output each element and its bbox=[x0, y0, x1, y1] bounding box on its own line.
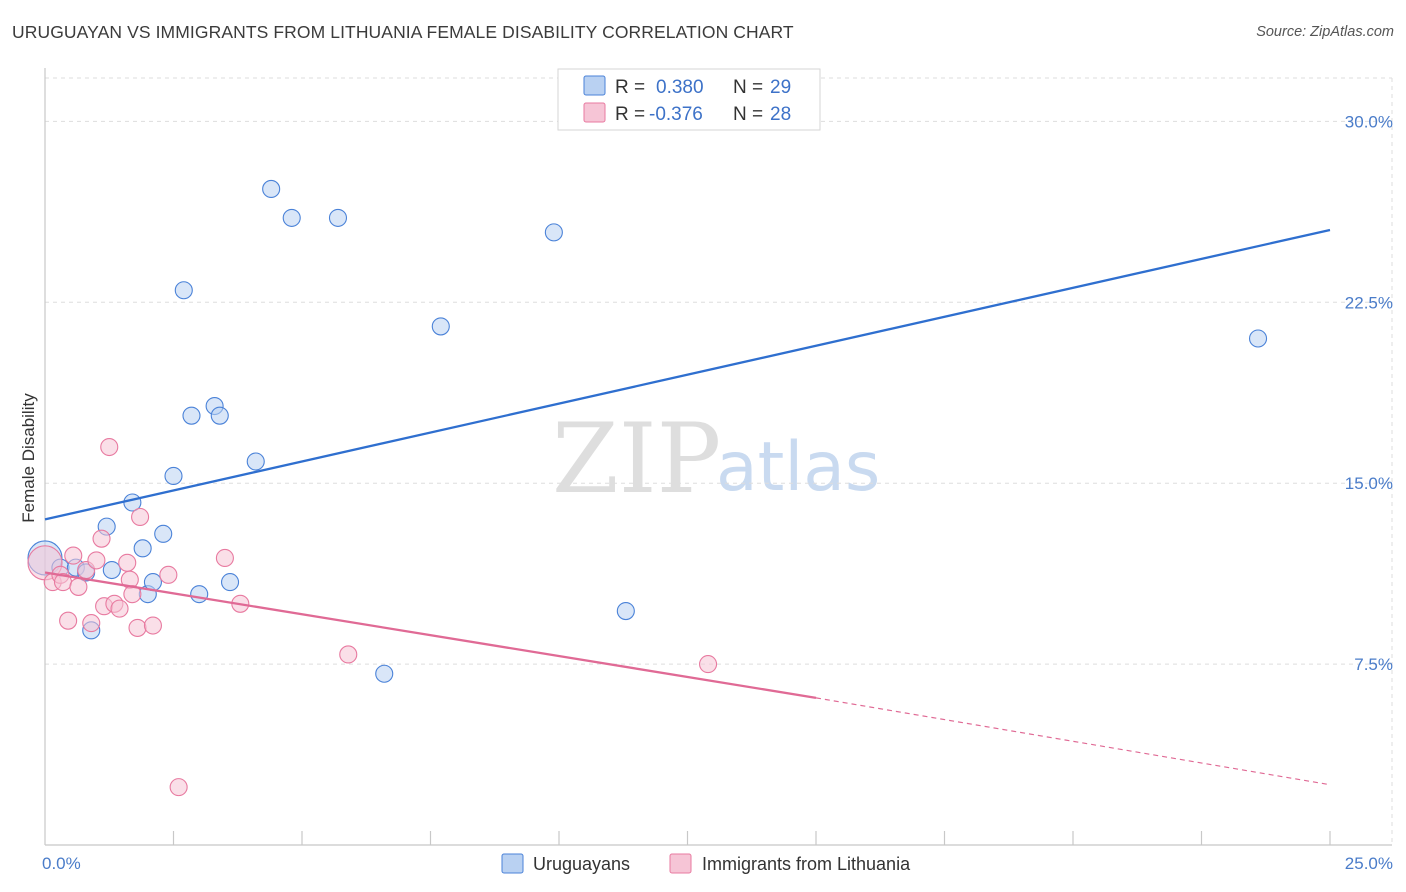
uruguayans-point bbox=[133, 539, 152, 558]
legend-label-lithuania: Immigrants from Lithuania bbox=[702, 854, 911, 874]
x-tick-label: 25.0% bbox=[1345, 854, 1393, 873]
watermark: ZIP atlas bbox=[552, 403, 880, 515]
uruguayans-point bbox=[190, 585, 209, 604]
lithuania-point bbox=[59, 611, 78, 630]
y-tick-label: 7.5% bbox=[1354, 655, 1393, 674]
watermark-atlas: atlas bbox=[716, 428, 880, 507]
legend-r-label: R = bbox=[615, 104, 645, 125]
uruguayans-point bbox=[210, 406, 229, 425]
legend-n-value: 29 bbox=[770, 77, 791, 98]
lithuania-point bbox=[69, 577, 88, 596]
series-lithuania-points bbox=[27, 437, 718, 797]
legend-swatch-uruguayans bbox=[501, 853, 524, 874]
y-tick-labels: 7.5% 15.0% 22.5% 30.0% bbox=[1345, 112, 1393, 674]
series-legend: Uruguayans Immigrants from Lithuania bbox=[501, 853, 911, 874]
uruguayans-point bbox=[375, 664, 394, 683]
legend-n-label: N = bbox=[733, 77, 763, 98]
uruguayans-point bbox=[1248, 329, 1268, 348]
lithuania-point bbox=[699, 655, 718, 674]
legend-r-label: R = bbox=[615, 77, 645, 98]
lithuania-point bbox=[118, 553, 137, 572]
uruguayans-point bbox=[182, 406, 201, 425]
lithuania-point bbox=[131, 507, 150, 527]
y-tick-label: 30.0% bbox=[1345, 112, 1393, 131]
lithuania-point bbox=[110, 599, 129, 618]
lithuania-point bbox=[169, 778, 188, 797]
uruguayans-point bbox=[544, 223, 563, 242]
y-axis-label: Female Disability bbox=[19, 393, 38, 523]
lithuania-point bbox=[82, 614, 101, 633]
trend-lines bbox=[44, 228, 1331, 786]
lithuania-point bbox=[339, 645, 358, 664]
legend-r-value: 0.380 bbox=[656, 77, 704, 98]
uruguayans-point bbox=[164, 466, 183, 486]
lithuania-point bbox=[128, 618, 147, 637]
legend-n-value: 28 bbox=[770, 104, 791, 125]
y-tick-label: 15.0% bbox=[1345, 474, 1393, 493]
lithuania-trend-line bbox=[44, 571, 817, 700]
axes bbox=[44, 68, 1392, 846]
legend-swatch-blue bbox=[583, 75, 606, 96]
legend-r-value: -0.376 bbox=[649, 104, 703, 125]
legend-swatch-lithuania bbox=[669, 853, 692, 874]
lithuania-point bbox=[215, 548, 234, 568]
lithuania-point bbox=[87, 551, 106, 570]
correlation-legend: R = 0.380 N = 29 R = -0.376 N = 28 bbox=[557, 68, 821, 131]
lithuania-point bbox=[159, 565, 178, 584]
lithuania-trend-extension bbox=[815, 697, 1331, 786]
lithuania-point bbox=[100, 437, 119, 457]
lithuania-point bbox=[64, 546, 83, 565]
source-credit: Source: ZipAtlas.com bbox=[1256, 24, 1394, 40]
watermark-zip: ZIP bbox=[552, 403, 721, 515]
uruguayans-point bbox=[616, 601, 635, 621]
uruguayans-trend-line bbox=[44, 228, 1331, 521]
x-tick-labels: 0.0% 25.0% bbox=[42, 854, 1393, 873]
uruguayans-point bbox=[262, 179, 281, 198]
chart-title: URUGUAYAN VS IMMIGRANTS FROM LITHUANIA F… bbox=[12, 22, 794, 42]
y-tick-label: 22.5% bbox=[1345, 293, 1393, 312]
uruguayans-point bbox=[328, 208, 348, 227]
lithuania-point bbox=[92, 529, 111, 548]
legend-label-uruguayans: Uruguayans bbox=[533, 854, 630, 874]
uruguayans-point bbox=[102, 560, 121, 580]
uruguayans-point bbox=[154, 524, 173, 543]
lithuania-point bbox=[143, 616, 162, 635]
uruguayans-point bbox=[282, 208, 301, 227]
legend-n-label: N = bbox=[733, 104, 763, 125]
uruguayans-point bbox=[246, 452, 265, 471]
uruguayans-point bbox=[431, 317, 450, 336]
uruguayans-point bbox=[174, 281, 193, 300]
uruguayans-point bbox=[220, 573, 240, 592]
x-tick-label: 0.0% bbox=[42, 854, 81, 873]
legend-swatch-pink bbox=[583, 102, 606, 123]
